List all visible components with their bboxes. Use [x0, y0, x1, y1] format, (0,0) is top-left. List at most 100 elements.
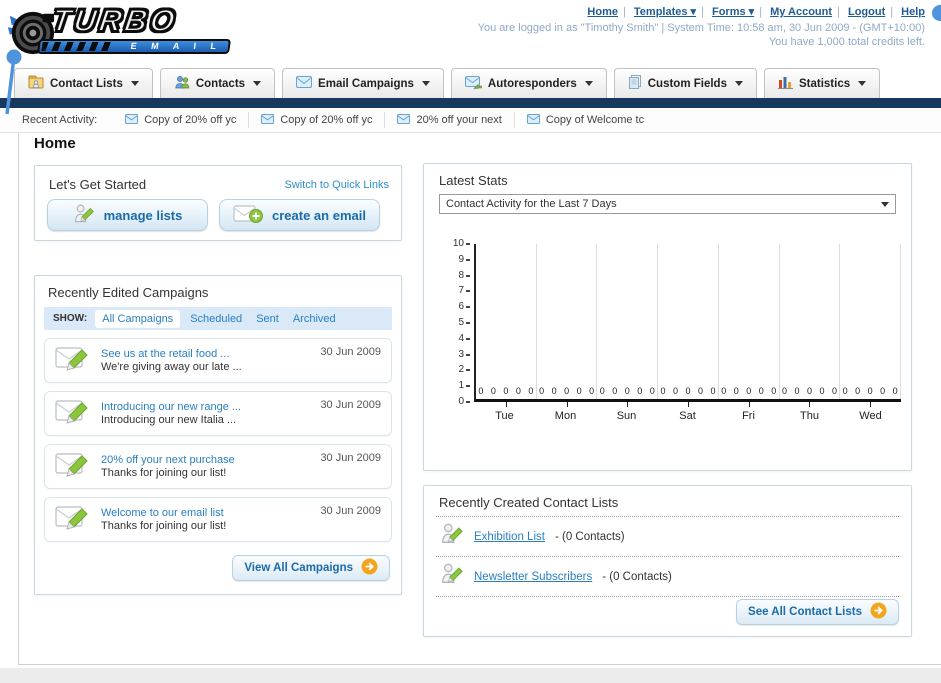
separator: |	[890, 6, 894, 18]
envelope-icon	[261, 113, 275, 127]
contacts-people-icon	[174, 75, 190, 92]
turbo-email-logo: TURBO E M A I L	[6, 2, 256, 63]
campaign-subtitle: We're giving away our late ...	[101, 361, 242, 373]
view-all-campaigns-label: View All Campaigns	[244, 562, 353, 574]
contact-list-row: Newsletter Subscribers - (0 Contacts)	[436, 556, 899, 596]
separator: |	[701, 6, 704, 18]
contact-list-link[interactable]: Exhibition List	[474, 530, 545, 543]
tab-contacts[interactable]: Contacts	[159, 68, 276, 98]
y-tick-label: 9	[458, 254, 470, 266]
campaign-date: 30 Jun 2009	[320, 452, 381, 464]
campaign-text: 20% off your next purchase Thanks for jo…	[101, 454, 235, 479]
create-email-label: create an email	[272, 207, 366, 223]
campaign-title-link[interactable]: See us at the retail food ...	[101, 348, 230, 360]
campaign-title-link[interactable]: Introducing our new range ...	[101, 401, 242, 413]
campaign-filter[interactable]: Scheduled	[190, 312, 243, 325]
tab-autoresponders[interactable]: Autoresponders	[450, 68, 607, 98]
campaign-filter-bar: SHOW: All Campaigns Scheduled Sent Archi…	[44, 307, 392, 330]
header: TURBO E M A I L Home | Templates ▾ | Forms…	[0, 0, 941, 66]
campaign-filter[interactable]: Sent	[256, 312, 279, 325]
y-tick-label: 5	[458, 317, 470, 329]
manage-lists-label: manage lists	[103, 207, 183, 223]
activity-item-label: Copy of 20% off yc	[144, 114, 237, 126]
campaign-row[interactable]: Welcome to our email list Thanks for joi…	[44, 497, 392, 542]
recent-activity-bar: Recent Activity: Copy of 20% off yc Copy…	[0, 108, 941, 133]
recent-activity-item[interactable]: 20% off your next	[384, 112, 513, 128]
person-pencil-icon	[440, 561, 464, 592]
campaign-row[interactable]: See us at the retail food ... We're givi…	[44, 338, 392, 383]
campaign-title-link[interactable]: Welcome to our email list	[101, 507, 224, 519]
campaign-text: See us at the retail food ... We're givi…	[101, 348, 242, 373]
show-label: SHOW:	[53, 313, 88, 324]
chart-x-labels: Tue Mon Sun Sat Fri Thu Wed	[474, 410, 901, 422]
x-tick-label: Sun	[616, 410, 637, 422]
top-link-help[interactable]: Help	[901, 6, 925, 18]
top-link-logout[interactable]: Logout	[847, 6, 886, 18]
chevron-down-icon	[584, 81, 593, 86]
recent-activity-item[interactable]: Copy of 20% off yc	[248, 112, 384, 128]
recent-contact-lists-panel: Recently Created Contact Lists Exhibitio…	[423, 485, 912, 637]
activity-item-label: Copy of 20% off yc	[280, 114, 373, 126]
envelope-pencil-icon	[55, 503, 91, 536]
campaign-filter[interactable]: All Campaigns	[95, 309, 181, 328]
credits-text: You have 1,000 total credits left.	[768, 36, 925, 48]
get-started-panel: Let's Get Started Switch to Quick Links …	[34, 165, 402, 241]
campaign-filter[interactable]: Archived	[292, 312, 336, 325]
envelope-pencil-icon	[55, 450, 91, 483]
recent-activity-item[interactable]: Copy of Welcome tc	[513, 112, 656, 128]
get-started-buttons: manage lists create an email	[47, 199, 380, 231]
bar-value-labels: 0 0 0 0 0	[660, 386, 716, 396]
x-tick-label: Sat	[679, 410, 696, 422]
campaign-date: 30 Jun 2009	[320, 346, 381, 358]
manage-lists-button[interactable]: manage lists	[47, 199, 208, 231]
latest-stats-title: Latest Stats	[439, 173, 508, 188]
recent-activity-item[interactable]: Copy of 20% off yc	[113, 112, 248, 128]
chart-day-group: 0 0 0 0 0	[476, 244, 537, 407]
stats-period-select[interactable]: Contact Activity for the Last 7 Days	[439, 194, 896, 214]
x-tick-label: Thu	[800, 410, 819, 422]
see-all-contact-lists-button[interactable]: See All Contact Lists	[736, 599, 899, 625]
tab-custom-fields[interactable]: Custom Fields	[613, 68, 757, 98]
separator: |	[837, 6, 840, 18]
contact-list-count: - (0 Contacts)	[602, 570, 672, 583]
bar-value-labels: 0 0 0 0 0	[599, 386, 655, 396]
chart-day-group: 0 0 0 0 0	[840, 244, 902, 407]
envelope-pencil-icon	[55, 344, 91, 377]
envelope-pencil-icon	[55, 397, 91, 430]
campaign-subtitle: Thanks for joining our list!	[101, 520, 227, 532]
autoresponder-envelope-icon	[464, 75, 482, 92]
y-tick-label: 0	[458, 396, 470, 408]
top-link-home[interactable]: Home	[587, 6, 618, 18]
view-all-campaigns-button[interactable]: View All Campaigns	[232, 555, 390, 581]
login-status-text: You are logged in as "Timothy Smith" | S…	[477, 22, 925, 34]
tab-email-campaigns[interactable]: Email Campaigns	[282, 68, 444, 98]
corner-dot-decoration	[932, 5, 941, 21]
recent-activity-label: Recent Activity:	[22, 114, 98, 126]
page-title: Home	[34, 135, 76, 152]
contact-list-link[interactable]: Newsletter Subscribers	[474, 570, 593, 583]
top-link-my-account[interactable]: My Account	[770, 6, 833, 18]
create-email-button[interactable]: create an email	[219, 199, 380, 231]
campaign-row[interactable]: 20% off your next purchase Thanks for jo…	[44, 444, 392, 489]
top-link-templates[interactable]: Templates ▾	[633, 6, 697, 18]
tab-statistics[interactable]: Statistics	[763, 68, 881, 98]
get-started-title: Let's Get Started	[49, 177, 147, 192]
chart-day-group: 0 0 0 0 0	[780, 244, 841, 407]
bar-value-labels: 0 0 0 0 0	[781, 386, 837, 396]
bar-value-labels: 0 0 0 0 0	[539, 386, 595, 396]
tab-label: Contact Lists	[50, 77, 123, 90]
contact-lists-folder-icon	[28, 75, 44, 92]
recent-campaigns-title: Recently Edited Campaigns	[48, 285, 209, 300]
switch-quick-links-link[interactable]: Switch to Quick Links	[284, 179, 389, 191]
y-tick-label: 3	[458, 349, 470, 361]
y-tick-label: 2	[458, 364, 470, 376]
y-tick-label: 10	[453, 238, 470, 250]
recent-campaigns-panel: Recently Edited Campaigns SHOW: All Camp…	[34, 275, 402, 595]
top-link-forms[interactable]: Forms ▾	[711, 6, 755, 18]
campaign-title-link[interactable]: 20% off your next purchase	[101, 454, 235, 466]
bar-value-labels: 0 0 0 0 0	[478, 386, 534, 396]
campaign-row[interactable]: Introducing our new range ... Introducin…	[44, 391, 392, 436]
chart-plot: 0 0 0 0 0 0 0 0 0 0 0 0 0 0 0 0 0 0 0 0 0 0 …	[474, 244, 902, 407]
tab-contact-lists[interactable]: Contact Lists	[14, 68, 153, 98]
